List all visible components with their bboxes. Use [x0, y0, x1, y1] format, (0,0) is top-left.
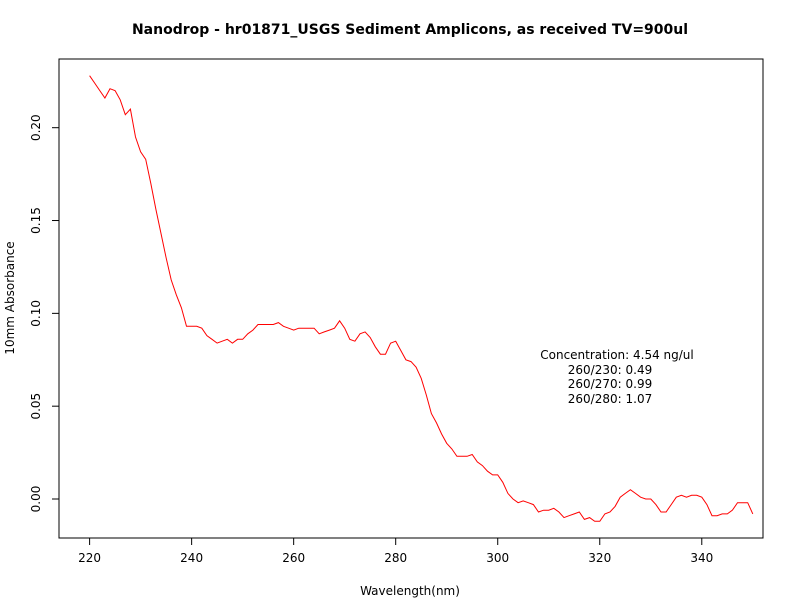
- x-tick-label: 280: [384, 551, 407, 565]
- annotation-concentration: Concentration: 4.54 ng/ul: [540, 348, 694, 362]
- stats-annotation: Concentration: 4.54 ng/ul 260/230: 0.49 …: [540, 348, 694, 406]
- x-tick-label: 340: [690, 551, 713, 565]
- y-tick-label: 0.05: [29, 393, 43, 420]
- y-tick-label: 0.10: [29, 300, 43, 327]
- x-axis-label: Wavelength(nm): [360, 584, 460, 598]
- x-tick-label: 240: [180, 551, 203, 565]
- x-axis: 220 240 260 280 300 320 340: [78, 537, 713, 565]
- plot-frame: [58, 58, 764, 539]
- y-tick-label: 0.20: [29, 114, 43, 141]
- y-axis-label: 10mm Absorbance: [3, 241, 17, 354]
- x-tick-label: 320: [588, 551, 611, 565]
- annotation-ratio-260-230: 260/230: 0.49: [568, 363, 652, 377]
- chart-title: Nanodrop - hr01871_USGS Sediment Amplico…: [132, 22, 688, 38]
- y-tick-label: 0.15: [29, 207, 43, 234]
- x-tick-label: 220: [78, 551, 101, 565]
- y-tick-label: 0.00: [29, 486, 43, 513]
- y-axis: 0.00 0.05 0.10 0.15 0.20: [29, 114, 60, 513]
- absorbance-series-line: [89, 75, 754, 522]
- annotation-ratio-260-280: 260/280: 1.07: [568, 392, 652, 406]
- annotation-ratio-260-270: 260/270: 0.99: [568, 377, 652, 391]
- x-tick-label: 260: [282, 551, 305, 565]
- x-tick-label: 300: [486, 551, 509, 565]
